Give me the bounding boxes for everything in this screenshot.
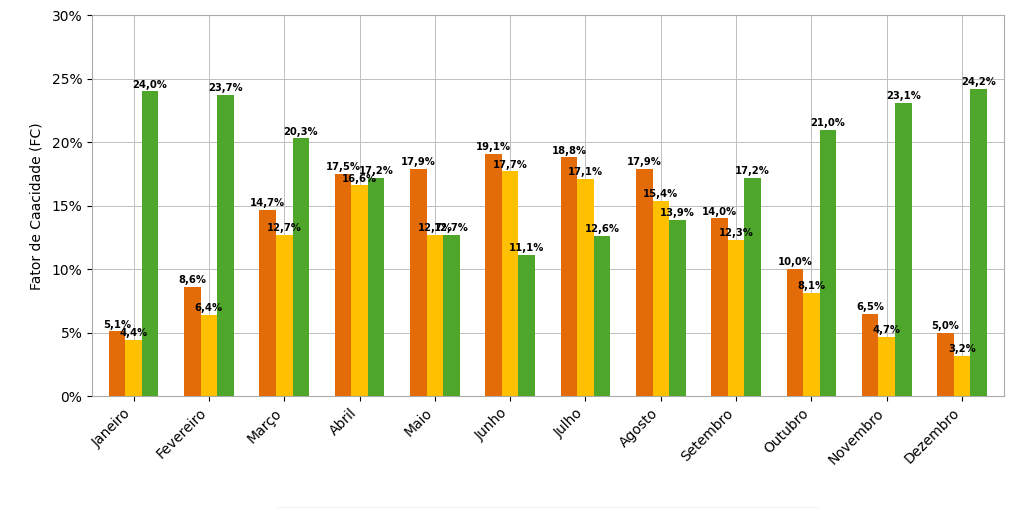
Text: 17,9%: 17,9% xyxy=(400,157,436,167)
Bar xyxy=(351,185,368,396)
Text: 17,5%: 17,5% xyxy=(326,162,360,172)
Text: 8,6%: 8,6% xyxy=(178,275,206,285)
Bar xyxy=(443,235,460,396)
Text: 17,1%: 17,1% xyxy=(568,167,603,177)
Bar xyxy=(259,209,275,396)
Bar xyxy=(184,287,201,396)
Text: 12,6%: 12,6% xyxy=(585,225,620,234)
Text: 4,7%: 4,7% xyxy=(872,325,901,335)
Text: 17,2%: 17,2% xyxy=(358,166,393,176)
Bar xyxy=(728,240,744,396)
Bar xyxy=(971,89,987,396)
Bar xyxy=(561,157,578,396)
Text: 17,2%: 17,2% xyxy=(735,166,770,176)
Bar xyxy=(937,333,953,396)
Bar xyxy=(410,169,427,396)
Bar xyxy=(953,356,971,396)
Text: 14,0%: 14,0% xyxy=(702,207,737,216)
Text: 12,7%: 12,7% xyxy=(418,223,453,233)
Text: 4,4%: 4,4% xyxy=(120,329,147,338)
Bar xyxy=(578,179,594,396)
Bar xyxy=(669,219,686,396)
Bar xyxy=(879,337,895,396)
Text: 23,1%: 23,1% xyxy=(886,91,921,101)
Bar xyxy=(502,172,518,396)
Text: 17,7%: 17,7% xyxy=(493,160,527,170)
Text: 12,3%: 12,3% xyxy=(719,228,754,238)
Bar xyxy=(217,96,233,396)
Bar xyxy=(594,236,610,396)
Bar xyxy=(636,169,652,396)
Bar xyxy=(368,178,384,396)
Text: 3,2%: 3,2% xyxy=(948,344,976,354)
Text: 10,0%: 10,0% xyxy=(777,258,812,267)
Bar xyxy=(293,139,309,396)
Bar xyxy=(275,235,293,396)
Text: 23,7%: 23,7% xyxy=(208,83,243,93)
Bar xyxy=(786,269,803,396)
Text: 5,1%: 5,1% xyxy=(103,320,131,330)
Bar xyxy=(485,153,502,396)
Bar xyxy=(142,91,159,396)
Text: 15,4%: 15,4% xyxy=(643,189,679,199)
Bar xyxy=(862,313,879,396)
Bar xyxy=(820,130,837,396)
Text: 6,4%: 6,4% xyxy=(195,303,223,313)
Text: 16,6%: 16,6% xyxy=(342,174,377,183)
Text: 13,9%: 13,9% xyxy=(659,208,695,218)
Bar xyxy=(109,332,125,396)
Text: 11,1%: 11,1% xyxy=(509,243,545,253)
Text: 6,5%: 6,5% xyxy=(856,302,884,312)
Text: 5,0%: 5,0% xyxy=(932,321,959,331)
Y-axis label: Fator de Caacidade (FC): Fator de Caacidade (FC) xyxy=(30,122,43,290)
Text: 8,1%: 8,1% xyxy=(798,281,825,292)
Bar xyxy=(518,255,535,396)
Text: 21,0%: 21,0% xyxy=(811,118,846,128)
Text: 24,2%: 24,2% xyxy=(962,77,996,87)
Text: 20,3%: 20,3% xyxy=(284,126,318,137)
Bar xyxy=(652,201,669,396)
Bar xyxy=(803,294,820,396)
Bar xyxy=(427,235,443,396)
Text: 17,9%: 17,9% xyxy=(627,157,662,167)
Text: 14,7%: 14,7% xyxy=(250,198,286,208)
Bar xyxy=(895,103,911,396)
Text: 12,7%: 12,7% xyxy=(267,223,302,233)
Bar xyxy=(335,174,351,396)
Text: 19,1%: 19,1% xyxy=(476,142,511,152)
Text: 24,0%: 24,0% xyxy=(133,80,168,89)
Bar xyxy=(201,315,217,396)
Text: 12,7%: 12,7% xyxy=(434,223,469,233)
Bar xyxy=(712,218,728,396)
Text: 18,8%: 18,8% xyxy=(551,146,587,155)
Bar xyxy=(125,340,142,396)
Bar xyxy=(744,178,761,396)
